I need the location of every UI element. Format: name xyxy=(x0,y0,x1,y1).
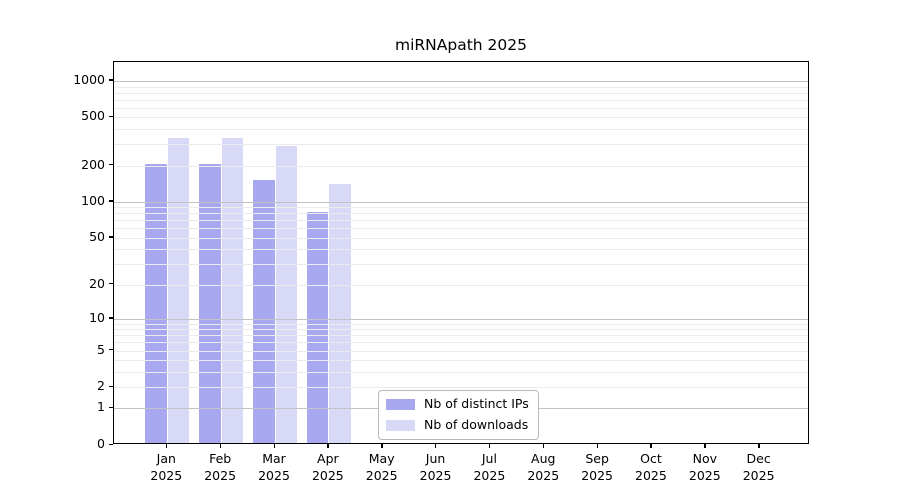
legend-swatch-distinct-ips xyxy=(386,398,415,410)
x-tick-year: 2025 xyxy=(635,467,667,483)
x-tick-label: Nov 2025 xyxy=(673,451,737,484)
x-tick xyxy=(381,444,383,448)
x-tick xyxy=(435,444,437,448)
x-tick-month: Jun xyxy=(425,451,446,466)
x-tick xyxy=(650,444,652,448)
x-tick-label: Apr 2025 xyxy=(296,451,360,484)
x-tick-year: 2025 xyxy=(473,467,506,483)
bar-jan-distinct-ips xyxy=(145,163,167,443)
y-tick xyxy=(109,317,113,319)
x-tick-month: Nov xyxy=(692,451,717,466)
plot-area xyxy=(113,61,809,444)
x-tick xyxy=(596,444,598,448)
bar-mar-downloads xyxy=(275,146,297,443)
x-tick-label: Dec 2025 xyxy=(727,451,791,484)
x-tick-label: Sep 2025 xyxy=(565,451,629,484)
y-tick xyxy=(109,385,113,387)
legend-swatch-downloads xyxy=(386,419,415,431)
y-tick xyxy=(109,443,113,445)
x-tick-month: Jan xyxy=(156,451,176,466)
y-tick xyxy=(109,79,113,81)
x-tick xyxy=(488,444,491,448)
x-tick xyxy=(758,444,760,448)
y-tick xyxy=(109,406,113,409)
y-tick-label: 500 xyxy=(81,108,105,124)
bar-mar-distinct-ips xyxy=(253,180,275,443)
x-tick-month: Mar xyxy=(262,451,286,466)
x-tick-month: Aug xyxy=(531,451,556,466)
y-tick xyxy=(109,283,113,285)
x-tick xyxy=(219,444,222,448)
x-tick-year: 2025 xyxy=(742,467,775,483)
x-tick-year: 2025 xyxy=(527,467,560,483)
bar-feb-downloads xyxy=(221,137,244,443)
y-tick-label: 1000 xyxy=(73,71,105,87)
y-tick-label: 20 xyxy=(89,275,105,291)
x-tick-month: Apr xyxy=(317,451,339,466)
legend-item-distinct-ips: Nb of distinct IPs xyxy=(386,396,529,412)
x-tick-year: 2025 xyxy=(581,467,613,483)
x-tick-year: 2025 xyxy=(311,467,344,483)
legend: Nb of distinct IPs Nb of downloads xyxy=(378,390,539,440)
y-tick-label: 100 xyxy=(81,192,105,208)
x-tick-month: Dec xyxy=(746,451,771,466)
x-tick-year: 2025 xyxy=(365,467,398,483)
x-tick-month: May xyxy=(368,451,395,466)
bar-jan-downloads xyxy=(167,138,190,443)
x-tick-label: Jun 2025 xyxy=(404,451,468,484)
x-tick xyxy=(273,444,275,448)
bar-apr-downloads xyxy=(329,184,351,443)
bar-apr-distinct-ips xyxy=(306,212,329,443)
x-tick-label: Feb 2025 xyxy=(188,451,252,484)
chart-title: miRNApath 2025 xyxy=(395,36,527,54)
bar-feb-distinct-ips xyxy=(199,164,221,443)
y-tick-label: 0 xyxy=(97,436,105,451)
x-tick xyxy=(165,444,168,448)
x-tick-year: 2025 xyxy=(688,467,721,483)
x-tick-month: Feb xyxy=(209,451,232,466)
x-tick-month: Jul xyxy=(481,451,497,466)
x-tick-month: Sep xyxy=(585,451,609,466)
y-tick xyxy=(109,164,113,166)
legend-item-downloads: Nb of downloads xyxy=(386,417,529,433)
x-tick-label: Mar 2025 xyxy=(242,451,306,484)
x-tick-label: Oct 2025 xyxy=(619,451,683,484)
x-tick xyxy=(704,444,706,448)
x-tick-year: 2025 xyxy=(258,467,290,483)
y-tick xyxy=(109,236,113,238)
y-tick-label: 5 xyxy=(97,341,105,357)
x-tick-year: 2025 xyxy=(419,467,452,483)
y-tick-label: 200 xyxy=(81,156,105,172)
x-tick-label: Aug 2025 xyxy=(511,451,575,484)
y-tick xyxy=(109,200,113,202)
bars-layer xyxy=(114,62,808,443)
x-tick-year: 2025 xyxy=(150,467,183,483)
x-tick-year: 2025 xyxy=(204,467,237,483)
legend-label-downloads: Nb of downloads xyxy=(424,417,529,432)
y-tick xyxy=(109,115,113,118)
y-tick-label: 50 xyxy=(89,228,105,244)
x-tick-month: Oct xyxy=(640,451,662,466)
x-tick-label: Jan 2025 xyxy=(134,451,198,484)
x-tick xyxy=(542,444,545,448)
y-tick-label: 1 xyxy=(97,399,105,415)
legend-label-distinct-ips: Nb of distinct IPs xyxy=(424,396,529,411)
x-tick-label: Jul 2025 xyxy=(457,451,521,484)
y-tick xyxy=(109,349,113,351)
x-tick-label: May 2025 xyxy=(350,451,414,484)
x-tick xyxy=(327,444,329,448)
y-tick-label: 10 xyxy=(89,309,105,325)
y-tick-label: 2 xyxy=(97,378,105,394)
